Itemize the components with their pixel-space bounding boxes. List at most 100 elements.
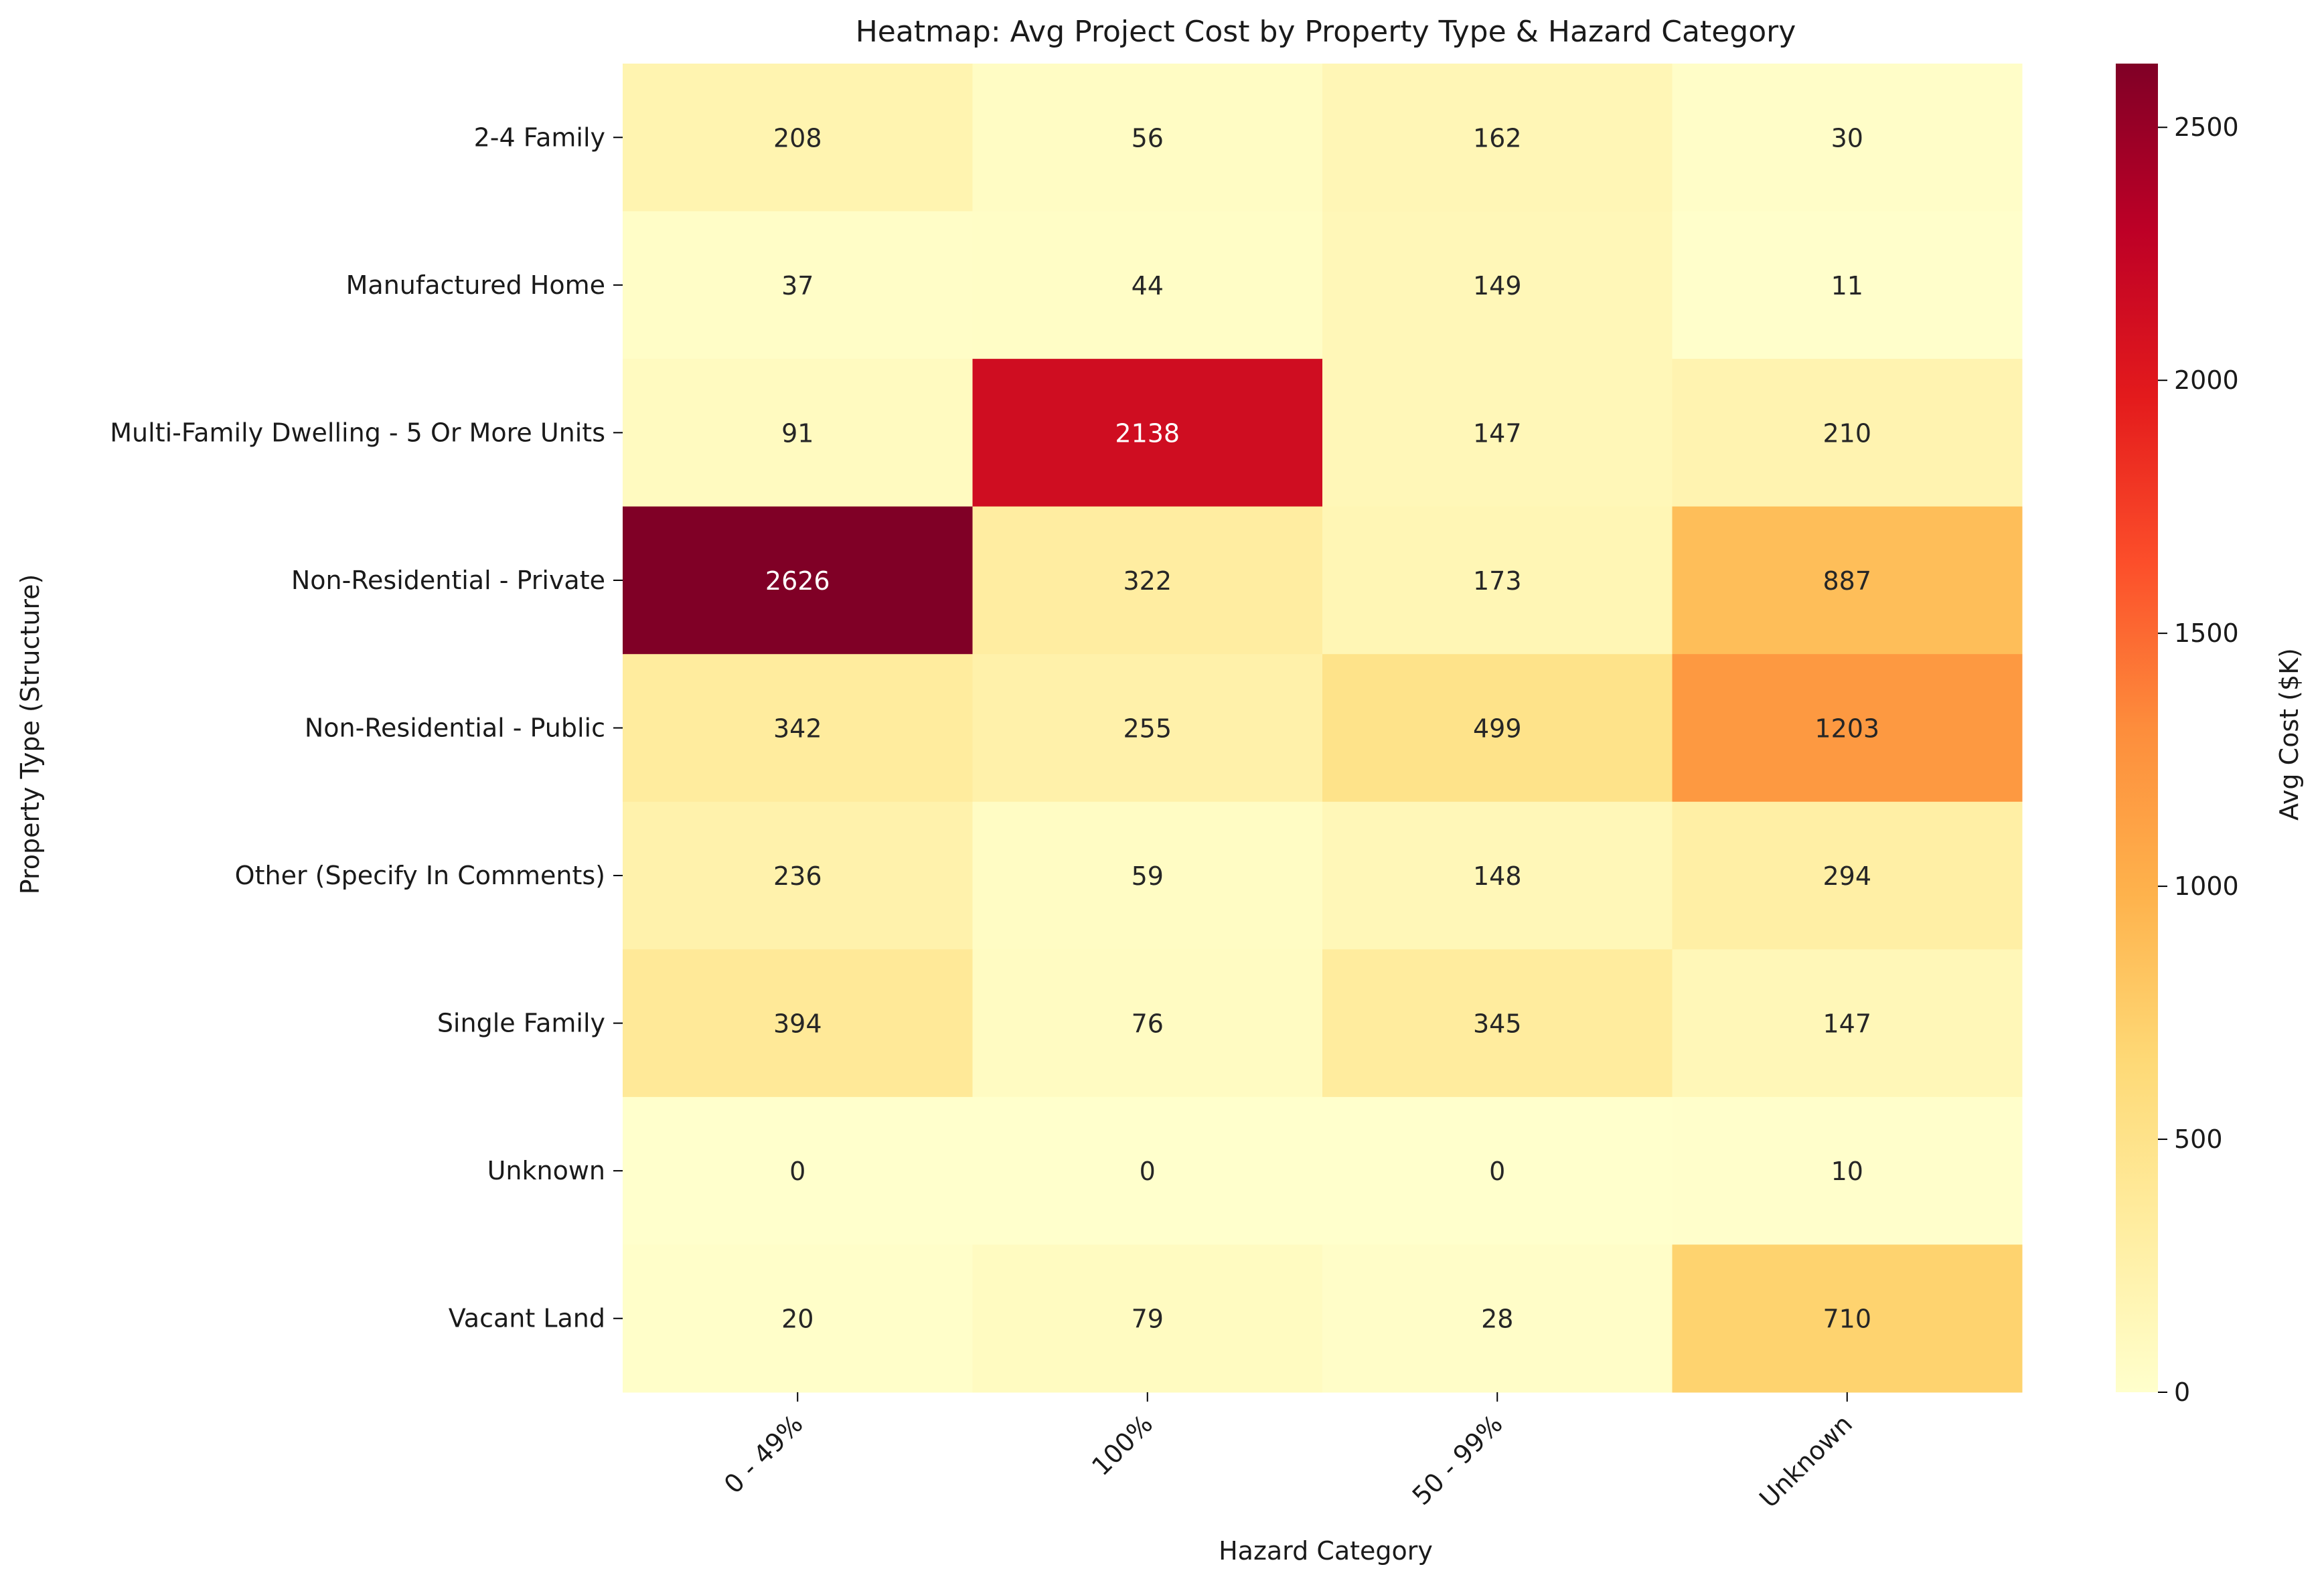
cell-value-label: 1203 — [1814, 714, 1879, 744]
cell-value-label: 91 — [781, 418, 814, 448]
colorbar-gradient — [2116, 64, 2158, 1392]
cell-value-label: 210 — [1823, 418, 1871, 448]
colorbar-tick-label: 1000 — [2174, 871, 2239, 901]
heatmap-cell — [972, 801, 1323, 950]
x-tick-label: 0 - 49% — [718, 1409, 809, 1499]
colorbar-tick-label: 500 — [2174, 1124, 2223, 1154]
y-tick-label: Single Family — [437, 1009, 605, 1038]
heatmap-cell — [1672, 1244, 2023, 1393]
heatmap-cells — [623, 64, 2023, 1393]
cell-value-label: 10 — [1831, 1157, 1863, 1186]
heatmap-cell — [1322, 1096, 1673, 1245]
cell-value-label: 0 — [1489, 1157, 1505, 1186]
cell-value-label: 0 — [789, 1157, 805, 1186]
cell-value-label: 76 — [1132, 1009, 1164, 1039]
x-tick-label: Unknown — [1754, 1409, 1858, 1513]
colorbar-tick-label: 0 — [2174, 1378, 2190, 1407]
cell-value-label: 56 — [1132, 123, 1164, 153]
heatmap-cell — [1322, 1244, 1673, 1393]
cell-value-label: 147 — [1823, 1009, 1871, 1039]
cell-value-label: 20 — [781, 1305, 814, 1334]
heatmap-cell — [972, 949, 1323, 1098]
cell-value-label: 0 — [1140, 1157, 1156, 1186]
y-tick-label: Multi-Family Dwelling - 5 Or More Units — [110, 418, 605, 447]
cell-value-label: 148 — [1473, 861, 1522, 891]
y-tick-label: 2-4 Family — [474, 122, 605, 152]
x-axis: 0 - 49% 100% 50 - 99% Unknown — [718, 1392, 1858, 1513]
cell-value-label: 342 — [773, 714, 822, 744]
cell-value-label: 294 — [1823, 861, 1871, 891]
y-axis: 2-4 Family Manufactured Home Multi-Family … — [110, 122, 623, 1333]
cell-value-label: 887 — [1823, 566, 1871, 596]
heatmap-cell — [623, 654, 973, 803]
cell-value-label: 59 — [1132, 861, 1164, 891]
y-axis-label: Property Type (Structure) — [15, 574, 45, 895]
x-axis-label: Hazard Category — [1219, 1536, 1433, 1566]
heatmap-cell — [623, 211, 973, 359]
heatmap-cell — [972, 211, 1323, 359]
cell-value-label: 236 — [773, 861, 822, 891]
heatmap-cell — [972, 64, 1323, 212]
heatmap-cell — [972, 506, 1323, 655]
heatmap-cell — [972, 654, 1323, 803]
heatmap-cell — [1322, 654, 1673, 803]
heatmap-cell — [1322, 506, 1673, 655]
cell-value-label: 2626 — [765, 566, 830, 596]
heatmap-cell — [1322, 64, 1673, 212]
heatmap-cell — [1322, 211, 1673, 359]
heatmap-cell — [1672, 64, 2023, 212]
cell-value-label: 499 — [1473, 714, 1522, 744]
heatmap-cell — [623, 506, 973, 655]
heatmap-cell — [623, 1244, 973, 1393]
cell-value-label: 394 — [773, 1009, 822, 1039]
heatmap-cell — [1672, 211, 2023, 359]
heatmap-cell — [623, 64, 973, 212]
cell-value-label: 11 — [1831, 271, 1863, 301]
cell-value-label: 322 — [1123, 566, 1172, 596]
cell-value-label: 345 — [1473, 1009, 1522, 1039]
heatmap-cell — [1672, 801, 2023, 950]
y-tick-label: Other (Specify In Comments) — [235, 861, 605, 890]
y-tick-label: Vacant Land — [449, 1304, 605, 1333]
heatmap-cell — [972, 359, 1323, 507]
cell-value-label: 2138 — [1115, 418, 1180, 448]
cell-value-label: 173 — [1473, 566, 1522, 596]
cell-value-label: 79 — [1132, 1305, 1164, 1334]
y-tick-label: Unknown — [487, 1156, 605, 1185]
heatmap-cell — [1322, 949, 1673, 1098]
heatmap-cell — [972, 1244, 1323, 1393]
heatmap-cell — [1322, 359, 1673, 507]
heatmap-cell — [1672, 949, 2023, 1098]
cell-value-label: 255 — [1123, 714, 1172, 744]
cell-value-label: 28 — [1481, 1305, 1513, 1334]
heatmap-cell — [623, 949, 973, 1098]
colorbar-tick-label: 1500 — [2174, 618, 2239, 648]
cell-value-label: 147 — [1473, 418, 1522, 448]
cell-value-label: 37 — [781, 271, 814, 301]
x-tick-label: 100% — [1086, 1409, 1158, 1481]
heatmap-cell — [623, 359, 973, 507]
heatmap-cell — [1672, 1096, 2023, 1245]
heatmap-cell — [1672, 506, 2023, 655]
heatmap-cell — [972, 1096, 1323, 1245]
colorbar: 0 500 1000 1500 2000 2500 — [2116, 64, 2239, 1407]
heatmap-cell-labels: 208 56 162 30 37 44 149 11 91 2138 147 210 2626 322 17… — [765, 123, 1879, 1333]
colorbar-tick-label: 2500 — [2174, 112, 2239, 142]
cell-value-label: 30 — [1831, 123, 1863, 153]
heatmap-cell — [623, 1096, 973, 1245]
y-tick-label: Non-Residential - Private — [291, 566, 605, 595]
cell-value-label: 162 — [1473, 123, 1522, 153]
y-tick-label: Manufactured Home — [346, 270, 605, 300]
heatmap-cell — [1672, 359, 2023, 507]
heatmap-cell — [1322, 801, 1673, 950]
colorbar-label: Avg Cost ($K) — [2274, 648, 2304, 821]
chart-title: Heatmap: Avg Project Cost by Property Ty… — [856, 15, 1796, 49]
cell-value-label: 710 — [1823, 1305, 1871, 1334]
cell-value-label: 208 — [773, 123, 822, 153]
x-tick-label: 50 - 99% — [1407, 1409, 1508, 1511]
heatmap-cell — [1672, 654, 2023, 803]
y-tick-label: Non-Residential - Public — [305, 714, 605, 743]
cell-value-label: 149 — [1473, 271, 1522, 301]
cell-value-label: 44 — [1132, 271, 1164, 301]
